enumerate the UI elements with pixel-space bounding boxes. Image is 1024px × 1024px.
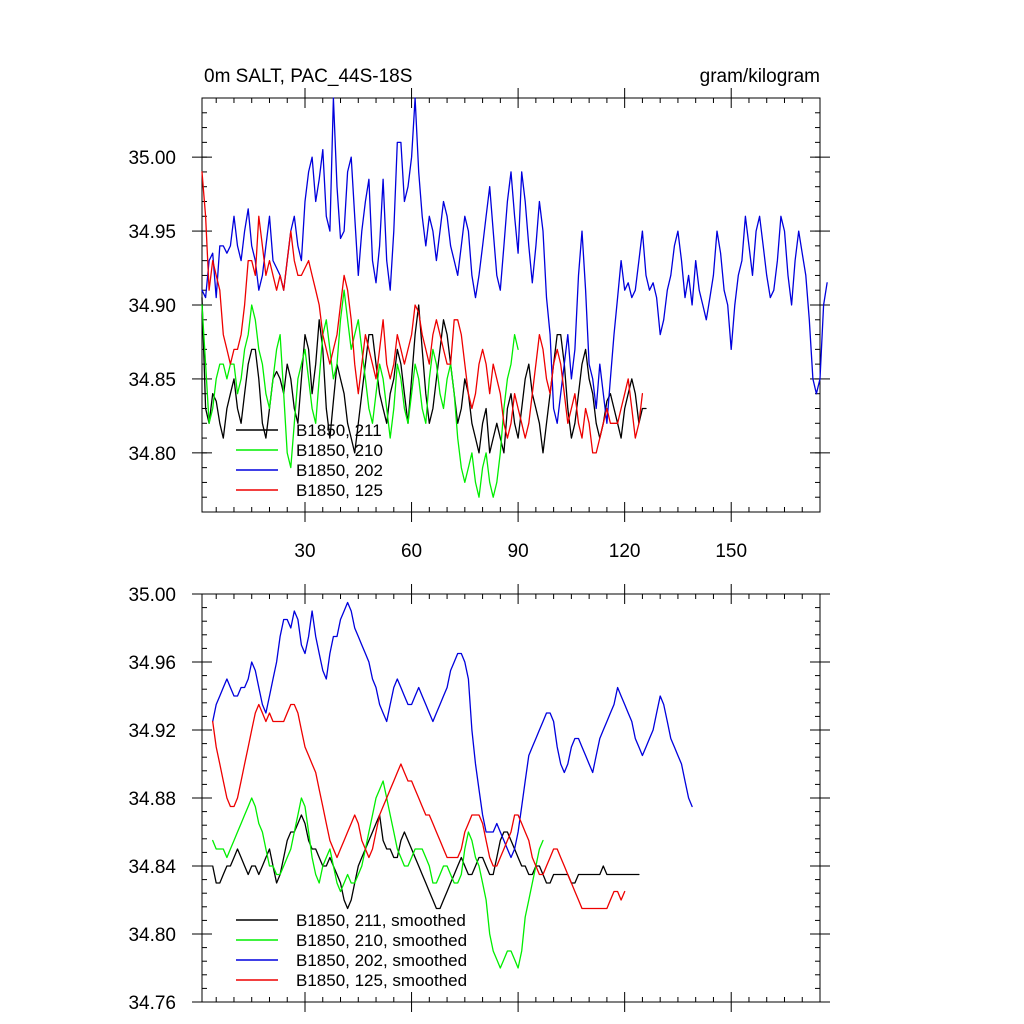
series-line-b1850-202-smoothed (212, 601, 693, 859)
series-line-b1850-211 (201, 296, 647, 454)
y-tick-label: 34.92 (128, 721, 176, 742)
series-line-b1850-202 (201, 97, 828, 424)
legend-label: B1850, 202 (296, 461, 383, 480)
y-tick-label: 34.84 (128, 857, 176, 878)
y-tick-label: 34.85 (128, 370, 176, 391)
x-tick-label: 150 (715, 541, 747, 562)
chart-title: 0m SALT, PAC_44S-18S (204, 66, 412, 87)
bottom-panel: 34.76 34.80 34.84 34.88 34.92 34.96 35.00 B1850… (128, 584, 830, 1014)
y-tick-label: 34.88 (128, 789, 176, 810)
x-tick-label: 60 (401, 541, 422, 562)
series-line-b1850-125-smoothed (212, 703, 626, 910)
series-line-b1850-210-smoothed (212, 780, 544, 969)
legend-label: B1850, 210 (296, 441, 383, 460)
y-tick-label: 34.76 (128, 993, 176, 1014)
series-line-b1850-211-smoothed (212, 814, 640, 910)
y-tick-label: 34.96 (128, 653, 176, 674)
x-tick-label: 90 (508, 541, 529, 562)
y-tick-label: 34.80 (128, 925, 176, 946)
series-line-b1850-210 (201, 289, 519, 498)
y-tick-label: 34.80 (128, 444, 176, 465)
series-line-b1850-125 (201, 171, 644, 454)
units-label: gram/kilogram (700, 66, 820, 87)
y-tick-label: 34.95 (128, 222, 176, 243)
legend-label: B1850, 125, smoothed (296, 971, 467, 990)
x-tick-label: 120 (609, 541, 641, 562)
legend-label: B1850, 125 (296, 481, 383, 500)
legend-label: B1850, 211, smoothed (296, 911, 466, 930)
y-tick-label: 35.00 (128, 585, 176, 606)
y-tick-label: 35.00 (128, 148, 176, 169)
top-panel: 0m SALT, PAC_44S-18S gram/kilogram 30 60 90 1… (128, 66, 830, 562)
x-tick-label: 30 (294, 541, 315, 562)
y-tick-label: 34.90 (128, 296, 176, 317)
plot-frame (201, 593, 821, 1003)
legend-label: B1850, 202, smoothed (296, 951, 467, 970)
legend-label: B1850, 210, smoothed (296, 931, 467, 950)
legend-label: B1850, 211 (296, 421, 382, 440)
